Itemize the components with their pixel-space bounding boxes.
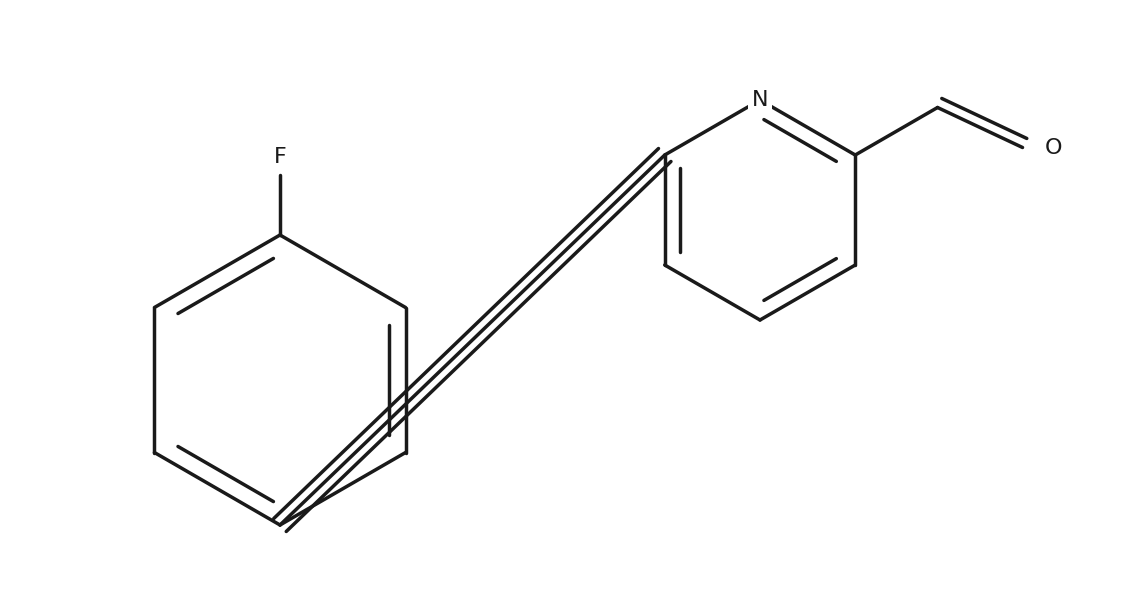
Text: O: O <box>1044 137 1062 157</box>
Text: N: N <box>752 90 768 110</box>
Text: F: F <box>273 147 287 167</box>
